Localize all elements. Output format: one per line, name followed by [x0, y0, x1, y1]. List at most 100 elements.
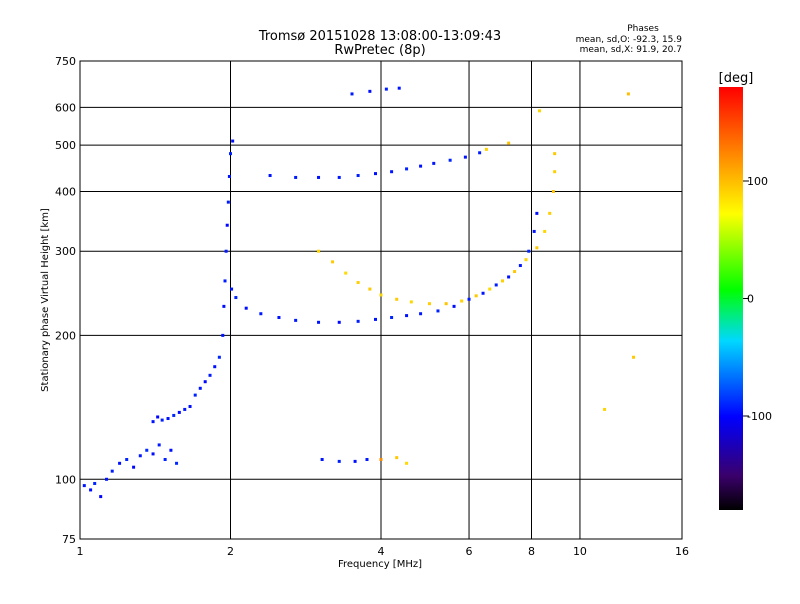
y-axis-label: Stationary phase Virtual Height [km]: [40, 208, 51, 392]
data-point: [198, 386, 202, 390]
data-point: [244, 306, 248, 310]
data-point: [356, 281, 360, 285]
data-point: [467, 297, 471, 301]
data-point: [543, 229, 547, 233]
data-point: [151, 452, 155, 456]
y-tick-labels: 75 100 200 300 400 500 600 750: [55, 55, 76, 546]
data-point: [501, 279, 505, 283]
data-point: [110, 469, 114, 473]
y-tick-label: 600: [55, 101, 76, 114]
data-point: [548, 211, 552, 215]
colorbar-tick-label: 0: [747, 293, 754, 306]
data-point: [208, 373, 212, 377]
data-point: [337, 459, 341, 463]
data-point: [317, 320, 321, 324]
data-point: [160, 418, 164, 422]
x-tick-label: 2: [227, 545, 234, 558]
data-point: [222, 304, 226, 308]
data-point: [395, 456, 399, 460]
data-point: [317, 175, 321, 179]
data-point: [474, 294, 478, 298]
data-point: [268, 174, 272, 178]
data-point: [217, 355, 221, 359]
data-point: [277, 315, 281, 319]
data-point: [494, 283, 498, 287]
data-point: [553, 152, 557, 156]
y-tick-label: 300: [55, 245, 76, 258]
data-point: [317, 249, 321, 253]
data-point: [225, 223, 229, 227]
data-point: [93, 481, 97, 485]
colorbar: [719, 87, 743, 510]
data-point: [203, 380, 207, 384]
data-point: [432, 161, 436, 165]
data-point: [166, 417, 170, 421]
data-point: [151, 420, 155, 424]
data-point: [632, 355, 636, 359]
data-point: [331, 260, 335, 264]
data-point: [156, 415, 160, 419]
data-point: [172, 413, 176, 417]
data-point: [484, 147, 488, 151]
data-point: [368, 89, 372, 93]
data-point: [229, 152, 232, 156]
data-point: [183, 407, 187, 411]
data-point: [507, 141, 511, 145]
data-point: [224, 249, 228, 253]
data-point: [488, 287, 492, 291]
data-point: [157, 443, 161, 447]
data-point: [213, 365, 217, 369]
chart-subtitle: RwPretec (8p): [334, 43, 425, 58]
data-point: [221, 333, 225, 337]
x-tick-label: 10: [573, 545, 587, 558]
x-tick-label: 4: [378, 545, 385, 558]
data-point: [419, 312, 423, 316]
data-point: [379, 457, 383, 461]
data-point: [89, 488, 93, 492]
y-tick-label: 75: [62, 533, 76, 546]
data-point: [395, 297, 399, 301]
y-tick-label: 200: [55, 329, 76, 342]
colorbar-label: [deg]: [719, 71, 754, 86]
scatter-points: [82, 86, 636, 499]
y-tick-label: 100: [55, 473, 76, 486]
data-point: [463, 155, 467, 159]
data-point: [350, 92, 354, 96]
data-point: [132, 465, 136, 469]
y-tick-label: 400: [55, 185, 76, 198]
data-point: [390, 170, 394, 174]
data-point: [409, 300, 413, 304]
data-point: [118, 461, 122, 465]
data-point: [188, 404, 192, 408]
data-point: [337, 175, 341, 179]
data-point: [353, 459, 357, 463]
data-point: [444, 302, 448, 306]
data-point: [294, 175, 298, 179]
data-point: [535, 211, 539, 215]
data-point: [175, 461, 179, 465]
data-point: [193, 393, 197, 397]
data-point: [452, 304, 456, 308]
plot-frame: [79, 60, 683, 540]
phases-x-stats: mean, sd,X: 91.9, 20.7: [580, 45, 682, 55]
data-point: [365, 457, 369, 461]
x-tick-label: 16: [675, 545, 689, 558]
data-point: [390, 315, 394, 319]
data-point: [356, 319, 360, 323]
data-point: [553, 170, 557, 174]
data-point: [138, 454, 142, 458]
data-point: [259, 312, 263, 316]
data-point: [405, 314, 409, 318]
data-point: [356, 174, 360, 178]
x-tick-label: 1: [77, 545, 84, 558]
data-point: [145, 448, 149, 452]
x-tick-labels: 1 2 4 6 8 10 16: [77, 545, 690, 558]
data-point: [223, 279, 227, 283]
data-point: [427, 302, 431, 306]
data-point: [507, 275, 511, 279]
data-point: [379, 293, 383, 297]
data-point: [234, 296, 238, 300]
data-point: [405, 461, 409, 465]
